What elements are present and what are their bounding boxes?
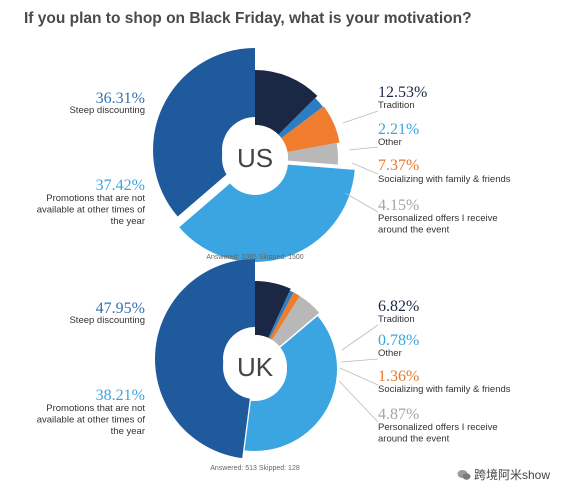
category-label: Promotions that are not available at othe… <box>37 403 146 437</box>
slice-us-4 <box>287 143 339 165</box>
category-label: Promotions that are not available at othe… <box>37 193 146 227</box>
leader-line <box>348 146 379 151</box>
leader-line <box>338 380 379 423</box>
data-label: 4.87% <box>378 406 419 423</box>
watermark: 跨境阿米show <box>457 466 550 483</box>
slice-uk-2 <box>268 290 294 339</box>
slice-us-5 <box>179 164 355 262</box>
wechat-icon <box>457 470 471 480</box>
category-label: Tradition <box>378 314 415 325</box>
leader-line <box>340 358 379 363</box>
response-count: Answered: 513 Skipped: 128 <box>210 465 300 472</box>
slice-uk-1 <box>255 281 291 338</box>
category-label: Personalized offers I receive around the … <box>378 422 498 445</box>
data-label: 4.15% <box>378 197 419 214</box>
slice-us-2 <box>278 98 323 139</box>
data-label: 6.82% <box>378 298 419 315</box>
center-label: US <box>237 143 273 173</box>
data-label: 1.36% <box>378 368 419 385</box>
slice-uk-5 <box>244 316 337 451</box>
slice-us-0 <box>152 48 255 217</box>
category-label: Tradition <box>378 100 415 111</box>
leader-line <box>342 110 379 124</box>
category-label: Other <box>378 137 402 148</box>
data-label: 36.31% <box>96 90 145 107</box>
slice-uk-0 <box>155 259 255 459</box>
leader-line <box>351 162 379 175</box>
data-label: 2.21% <box>378 121 419 138</box>
data-label: 38.21% <box>96 387 145 404</box>
category-label: Personalized offers I receive around the … <box>378 213 498 236</box>
chart-title: If you plan to shop on Black Friday, wha… <box>24 10 472 27</box>
slice-uk-4 <box>272 295 320 347</box>
donut-us: US 36.31%Steep discounting 12.53%Tradition… <box>37 48 511 262</box>
center-label: UK <box>237 352 274 382</box>
data-label: 7.37% <box>378 157 419 174</box>
data-label: 0.78% <box>378 332 419 349</box>
watermark-text: 跨境阿米show <box>473 468 550 482</box>
data-label: 47.95% <box>96 300 145 317</box>
data-label: 37.42% <box>96 177 145 194</box>
category-label: Other <box>378 348 402 359</box>
category-label: Steep discounting <box>69 105 145 116</box>
donut-hole <box>222 125 288 191</box>
data-label: 12.53% <box>378 84 427 101</box>
leader-line <box>339 367 379 386</box>
slice-us-1 <box>255 70 318 135</box>
category-label: Socializing with family & friends <box>378 174 511 185</box>
category-label: Socializing with family & friends <box>378 384 511 395</box>
leader-line <box>344 192 379 213</box>
slice-us-3 <box>281 106 340 153</box>
donut-hole <box>223 335 287 399</box>
slice-uk-3 <box>269 292 300 340</box>
donut-uk: UK 47.95%Steep discounting 6.82%Tradition 0… <box>37 259 511 472</box>
leader-line <box>341 324 379 351</box>
response-count: Answered: 1085 Skipped: 1500 <box>206 254 303 261</box>
category-label: Steep discounting <box>69 315 145 326</box>
